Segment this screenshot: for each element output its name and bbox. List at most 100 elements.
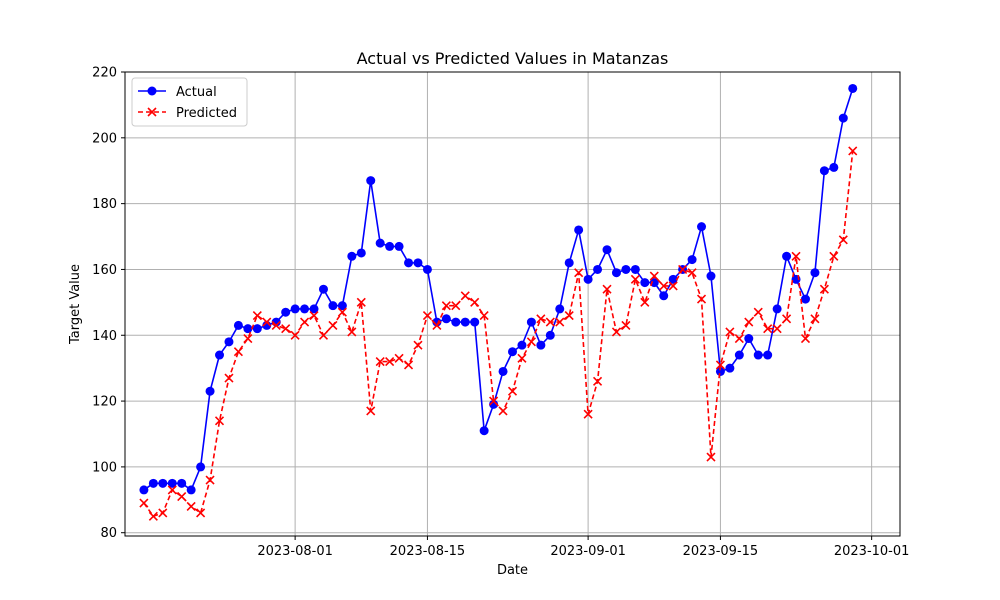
data-point — [763, 324, 773, 334]
data-point — [687, 268, 697, 278]
data-point — [526, 317, 536, 327]
data-point — [555, 317, 565, 327]
data-point — [337, 307, 347, 317]
x-tick-label: 2023-08-01 — [257, 544, 333, 559]
data-point — [848, 146, 858, 156]
data-point — [744, 317, 754, 327]
legend: Actual Predicted — [131, 77, 248, 127]
data-point — [215, 350, 225, 360]
data-point — [196, 462, 206, 472]
data-point — [602, 284, 612, 294]
data-point — [489, 396, 499, 406]
data-point — [649, 278, 659, 288]
data-point — [640, 297, 650, 307]
data-point — [479, 310, 489, 321]
data-point — [347, 327, 357, 337]
data-point — [451, 317, 461, 327]
data-point — [186, 501, 196, 511]
data-point — [706, 271, 716, 281]
data-point — [545, 330, 555, 340]
data-point — [583, 274, 593, 284]
data-point — [564, 310, 574, 321]
data-point — [148, 511, 158, 521]
data-point — [300, 304, 310, 314]
data-point — [309, 304, 319, 314]
data-point — [271, 320, 281, 330]
y-tick-label: 220 — [92, 66, 117, 81]
data-point — [394, 353, 404, 363]
data-point — [715, 366, 725, 376]
data-point — [186, 485, 196, 495]
data-point — [621, 264, 631, 274]
data-point — [829, 162, 839, 172]
data-point — [659, 291, 669, 301]
data-point — [706, 452, 716, 462]
data-point — [233, 347, 243, 357]
data-point — [772, 324, 782, 334]
y-tick-label: 200 — [92, 131, 117, 146]
data-point — [630, 274, 640, 284]
y-tick-label: 180 — [92, 197, 117, 212]
data-point — [403, 360, 414, 370]
y-tick-label: 80 — [100, 526, 117, 541]
data-point — [177, 478, 187, 488]
data-point — [611, 268, 621, 278]
data-point — [526, 337, 536, 347]
data-point — [772, 304, 782, 314]
data-point — [744, 334, 754, 344]
legend-predicted-marker — [147, 107, 157, 117]
data-point — [819, 284, 829, 294]
data-point — [422, 264, 432, 274]
data-point — [318, 284, 328, 294]
data-point — [508, 347, 517, 357]
x-tick-label: 2023-09-01 — [550, 544, 626, 559]
data-point — [838, 235, 848, 245]
data-point — [205, 386, 215, 396]
data-point — [517, 353, 527, 363]
data-point — [507, 386, 518, 396]
data-point — [224, 373, 234, 383]
data-point — [224, 337, 234, 347]
data-point — [753, 307, 763, 317]
data-point — [441, 301, 451, 311]
data-point — [697, 222, 707, 232]
data-point — [782, 251, 792, 261]
data-point — [139, 485, 149, 495]
data-point — [592, 376, 603, 386]
data-point — [498, 406, 508, 416]
data-point — [243, 333, 253, 344]
legend-actual-marker — [147, 86, 157, 96]
data-point — [290, 330, 300, 340]
data-point — [611, 327, 622, 337]
data-point — [621, 320, 631, 330]
data-point — [725, 327, 735, 337]
data-point — [366, 176, 376, 186]
data-point — [158, 478, 168, 488]
data-point — [366, 406, 376, 416]
data-point — [177, 491, 187, 502]
data-point — [281, 307, 291, 317]
data-point — [413, 258, 423, 268]
data-point — [460, 291, 470, 301]
data-point — [687, 255, 697, 265]
data-point — [281, 324, 291, 334]
data-point — [385, 241, 395, 251]
data-point — [810, 268, 820, 278]
x-axis-label: Date — [497, 563, 528, 578]
data-point — [422, 310, 433, 321]
data-point — [404, 258, 414, 268]
data-point — [517, 340, 527, 350]
data-point — [139, 498, 149, 508]
y-tick-label: 140 — [92, 329, 117, 344]
data-point — [290, 304, 300, 314]
data-point — [819, 166, 829, 176]
data-point — [148, 478, 158, 488]
y-tick-label: 160 — [92, 263, 117, 278]
data-point — [829, 251, 839, 261]
data-point — [300, 317, 310, 327]
data-point — [574, 268, 584, 278]
data-point — [659, 281, 669, 291]
data-point — [158, 508, 168, 518]
data-point — [593, 264, 603, 274]
